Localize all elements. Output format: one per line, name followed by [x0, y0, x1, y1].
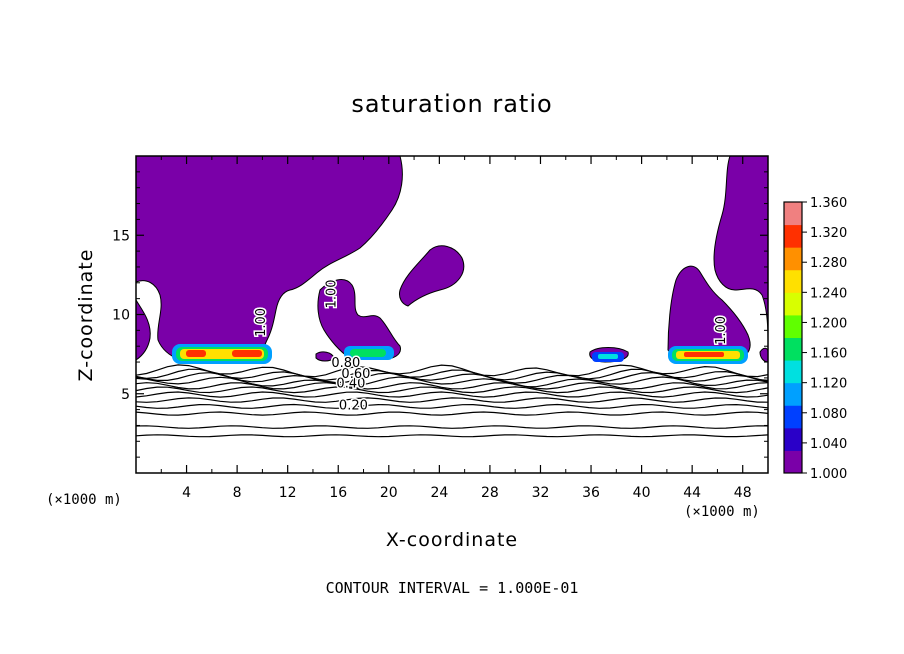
x-tick-label: 24: [430, 485, 448, 501]
colorbar-swatch: [784, 292, 802, 316]
x-tick-label: 40: [633, 485, 651, 501]
contour-label: 1.00: [714, 316, 729, 345]
contour-label: 1.00: [325, 279, 340, 308]
core-small-inner: [598, 354, 618, 359]
colorbar-label: 1.320: [810, 226, 847, 241]
contour-label: 0.40: [336, 376, 365, 391]
x-tick-label: 4: [182, 485, 191, 501]
colorbar-swatch: [784, 382, 802, 406]
contour-interval-note: CONTOUR INTERVAL = 1.000E-01: [326, 579, 579, 597]
contour-line: [135, 434, 769, 438]
x-tick-label: 32: [532, 485, 550, 501]
contour-line: [135, 403, 769, 409]
colorbar-label: 1.080: [810, 407, 847, 422]
colorbar-label: 1.040: [810, 437, 847, 452]
chart-title: saturation ratio: [351, 90, 552, 118]
colorbar-label: 1.000: [810, 467, 847, 482]
saturated-region: [135, 155, 769, 363]
cloud-right-edge: [713, 155, 769, 341]
cloud-right-tower: [667, 265, 751, 357]
x-axis-ticks: 4 8 12 16 20 24 28 32 36 40 44 48: [160, 156, 752, 501]
colorbar-label: 1.240: [810, 286, 847, 301]
contour-line: [135, 391, 769, 398]
y-axis-title: Z-coordinate: [75, 249, 97, 382]
x-tick-label: 20: [380, 485, 398, 501]
y-tick-label: 5: [121, 387, 130, 403]
colorbar-swatch: [784, 202, 802, 226]
cloud-mid-right: [399, 245, 465, 307]
cloud-small-1: [315, 351, 335, 362]
x-tick-label: 44: [683, 485, 701, 501]
saturation-cores: [172, 344, 748, 364]
colorbar-swatch: [784, 427, 802, 451]
core-left-hot-2: [232, 350, 262, 357]
contour-labels: 0.20 0.400.600.80 1.00 1.00 1.00: [252, 278, 730, 415]
x-tick-label: 8: [233, 485, 242, 501]
x-axis-title: X-coordinate: [386, 529, 518, 551]
colorbar-swatch: [784, 360, 802, 384]
colorbar-label: 1.280: [810, 256, 847, 271]
colorbar-swatch: [784, 269, 802, 293]
cloud-mid-tower: [317, 279, 401, 359]
colorbar-swatch: [784, 247, 802, 271]
colorbar-swatch: [784, 450, 802, 474]
cloud-left-mass: [135, 155, 403, 361]
contour-line: [135, 386, 769, 394]
plot-area: 0.200.400.600.801.001.001.00 4 8 12 16 20 24 2…: [112, 155, 769, 501]
colorbar-swatch: [784, 314, 802, 338]
x-tick-label: 48: [734, 485, 752, 501]
x-unit-right: (×1000 m): [684, 504, 760, 520]
colorbar-swatch: [784, 224, 802, 248]
contour-line: [135, 364, 769, 378]
contour-label: 0.20: [339, 399, 368, 414]
colorbar-frame: [783, 201, 803, 474]
contour-line: [135, 425, 769, 429]
colorbar-swatch: [784, 337, 802, 361]
contour-label: 0.80: [331, 356, 360, 371]
core-right-hot: [684, 352, 724, 357]
x-tick-label: 28: [481, 485, 499, 501]
contour-line: [135, 368, 769, 381]
contour-lines: [135, 364, 769, 438]
x-tick-label: 36: [582, 485, 600, 501]
core-mid-inner: [350, 349, 386, 357]
contour-line: [135, 397, 769, 403]
colorbar-label: 1.200: [810, 316, 847, 331]
colorbar-label: 1.360: [810, 196, 847, 211]
y-axis-ticks: 5 10 15: [112, 171, 768, 458]
x-unit-left: (×1000 m): [46, 492, 122, 508]
contour-line: [135, 411, 769, 416]
colorbar-swatch: [784, 405, 802, 429]
contour-line: [135, 382, 769, 390]
colorbar-label: 1.160: [810, 347, 847, 362]
y-tick-label: 10: [112, 308, 130, 324]
core-left-hot-1: [186, 350, 206, 357]
contour-label: 0.60: [341, 367, 370, 382]
y-tick-label: 15: [112, 228, 130, 244]
contour-label: 1.00: [254, 308, 269, 337]
colorbar: 1.360 1.320 1.280 1.240 1.200 1.160 1.120 1.080…: [783, 196, 847, 482]
x-tick-label: 12: [279, 485, 297, 501]
x-tick-label: 16: [329, 485, 347, 501]
colorbar-label: 1.120: [810, 377, 847, 392]
